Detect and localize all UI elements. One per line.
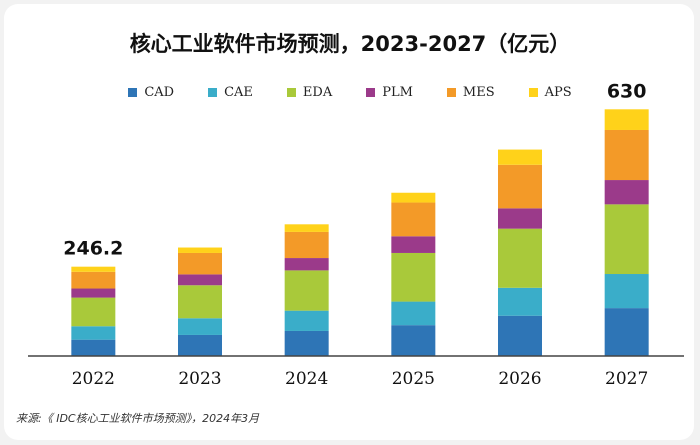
- bar-segment-eda-2023: [178, 285, 222, 319]
- bar-segment-aps-2027: [604, 109, 649, 130]
- legend-swatch-mes: [446, 88, 456, 97]
- legend-swatch-cae: [208, 88, 218, 97]
- source-note: 来源:《 IDC核心工业软件市场预测》，2024年3月: [16, 412, 260, 425]
- bar-segment-plm-2026: [498, 208, 542, 229]
- legend: CAD CAE EDA PLM MES APS: [0, 85, 700, 100]
- chart-card: [4, 4, 694, 440]
- bar-segment-cae-2025: [391, 301, 436, 326]
- legend-item-eda: EDA: [286, 85, 333, 100]
- legend-label-aps: APS: [544, 85, 572, 100]
- bar-segment-plm-2027: [604, 180, 649, 205]
- bar-segment-aps-2024: [284, 224, 329, 232]
- legend-label-cae: CAE: [224, 85, 253, 100]
- bar-segment-eda-2025: [391, 252, 436, 302]
- legend-label-cad: CAD: [144, 85, 175, 100]
- bar-segment-cad-2022: [71, 339, 116, 356]
- bar-segment-mes-2023: [178, 252, 222, 275]
- total-label-2022: 246.2: [63, 238, 123, 260]
- legend-item-aps: APS: [528, 85, 572, 100]
- bar-segment-cad-2027: [604, 308, 649, 356]
- bar-segment-aps-2026: [498, 149, 542, 165]
- bar-segment-eda-2027: [604, 204, 649, 275]
- legend-swatch-plm: [366, 88, 376, 97]
- legend-label-eda: EDA: [302, 85, 333, 100]
- x-tick-label-2023: 2023: [178, 369, 221, 389]
- bar-segment-cad-2026: [498, 315, 542, 356]
- legend-item-cae: CAE: [208, 85, 253, 100]
- legend-swatch-cad: [128, 88, 138, 97]
- legend-item-cad: CAD: [128, 85, 174, 100]
- bar-segment-eda-2022: [71, 297, 116, 327]
- x-tick-label-2027: 2027: [605, 369, 648, 389]
- bar-segment-eda-2026: [498, 228, 542, 288]
- legend-label-plm: PLM: [382, 85, 413, 100]
- bar-segment-mes-2022: [71, 271, 116, 289]
- bar-segment-aps-2023: [178, 247, 222, 253]
- bar-segment-eda-2024: [284, 270, 329, 311]
- bar-segment-mes-2027: [604, 129, 649, 181]
- bar-segment-plm-2023: [178, 274, 222, 286]
- bar-segment-cae-2022: [71, 326, 116, 340]
- legend-swatch-eda: [286, 88, 296, 97]
- legend-label-mes: MES: [462, 85, 495, 100]
- x-tick-label-2026: 2026: [498, 369, 541, 389]
- bar-segment-cad-2023: [178, 334, 222, 356]
- bar-segment-aps-2022: [71, 266, 116, 272]
- bar-segment-cad-2024: [284, 330, 329, 356]
- bar-segment-cae-2026: [498, 287, 542, 316]
- legend-item-plm: PLM: [366, 85, 413, 100]
- x-tick-label-2024: 2024: [285, 369, 328, 389]
- total-label-2027: 630: [607, 80, 647, 102]
- x-tick-label-2025: 2025: [392, 369, 435, 389]
- chart-title: 核心工业软件市场预测，2023-2027（亿元）: [129, 32, 571, 56]
- legend-swatch-aps: [528, 88, 538, 97]
- x-tick-label-2022: 2022: [72, 369, 115, 389]
- bar-segment-mes-2025: [391, 202, 436, 237]
- bar-segment-mes-2024: [284, 231, 329, 259]
- legend-item-mes: MES: [446, 85, 495, 100]
- bar-segment-plm-2025: [391, 236, 436, 253]
- bar-segment-cae-2023: [178, 318, 222, 335]
- bar-segment-cad-2025: [391, 325, 436, 356]
- bar-segment-mes-2026: [498, 164, 542, 209]
- bar-segment-cae-2027: [604, 274, 649, 309]
- bar-segment-plm-2024: [284, 258, 329, 271]
- bar-segment-cae-2024: [284, 310, 329, 331]
- bar-segment-aps-2025: [391, 192, 436, 203]
- bar-segment-plm-2022: [71, 288, 116, 298]
